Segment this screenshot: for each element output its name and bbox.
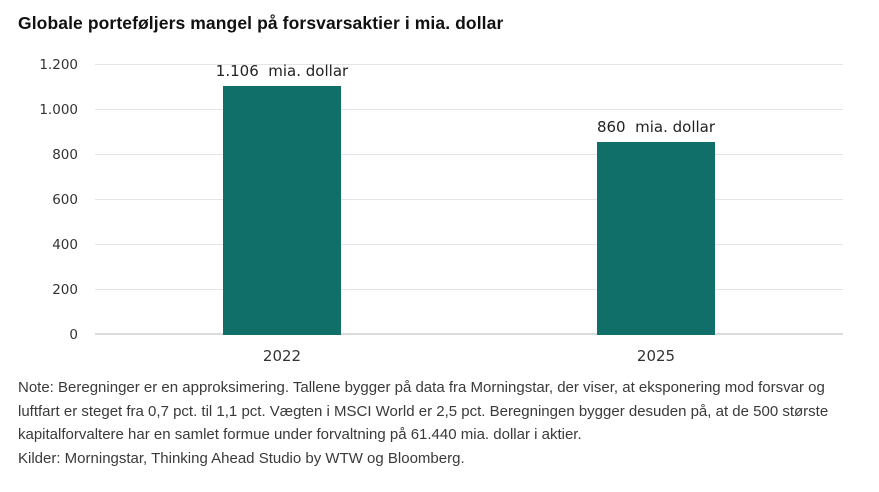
bar-value-label: 860 mia. dollar: [596, 117, 716, 136]
y-tick-label: 800: [52, 147, 78, 163]
x-tick-label: 2025: [636, 347, 676, 365]
gridline: [95, 109, 843, 110]
y-tick-label: 200: [52, 282, 78, 298]
footnote-line: Note: Beregninger er en approksimering. …: [18, 379, 825, 396]
footnote-source: Kilder: Morningstar, Thinking Ahead Stud…: [18, 449, 465, 467]
footnote: Note: Beregninger er en approksimering. …: [18, 376, 828, 470]
bar-value-label: 1.106 mia. dollar: [215, 62, 349, 81]
chart-title: Globale porteføljers mangel på forsvarsa…: [18, 13, 504, 33]
bar-2022: [223, 86, 341, 335]
gridline: [95, 244, 843, 245]
x-tick-label: 2022: [262, 347, 302, 365]
gridline: [95, 289, 843, 290]
footnote-line: kapitalforvaltere har en samlet formue u…: [18, 426, 582, 443]
gridline: [95, 199, 843, 200]
y-tick-label: 400: [52, 237, 78, 253]
x-axis-line: [95, 333, 843, 335]
bar-2025: [597, 141, 715, 335]
y-tick-label: 1.000: [39, 102, 78, 118]
footnote-line: luftfart er steget fra 0,7 pct. til 1,1 …: [18, 402, 829, 420]
y-tick-label: 0: [69, 327, 78, 343]
x-axis: 2022 2025: [95, 347, 843, 369]
gridline: [95, 64, 843, 65]
plot-area: 1.106 mia. dollar 860 mia. dollar: [95, 62, 843, 335]
gridline: [95, 154, 843, 155]
y-axis: 0 200 400 600 800 1.000 1.200: [10, 57, 78, 343]
y-tick-label: 1.200: [39, 57, 78, 73]
y-tick-label: 600: [52, 192, 78, 208]
